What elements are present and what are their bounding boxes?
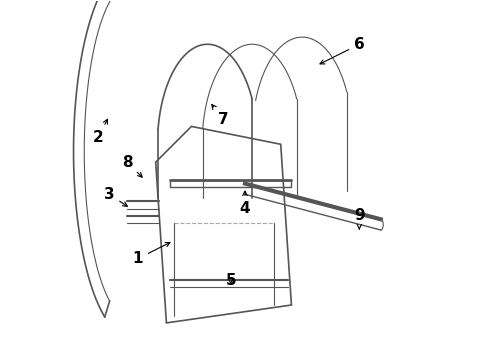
Text: 2: 2 [93, 119, 107, 145]
Text: 5: 5 [225, 273, 236, 288]
Text: 6: 6 [320, 37, 365, 64]
Text: 3: 3 [104, 187, 127, 206]
Text: 9: 9 [354, 208, 365, 229]
Text: 7: 7 [212, 104, 229, 127]
Text: 1: 1 [133, 243, 170, 266]
Text: 4: 4 [240, 191, 250, 216]
Text: 8: 8 [122, 155, 142, 177]
